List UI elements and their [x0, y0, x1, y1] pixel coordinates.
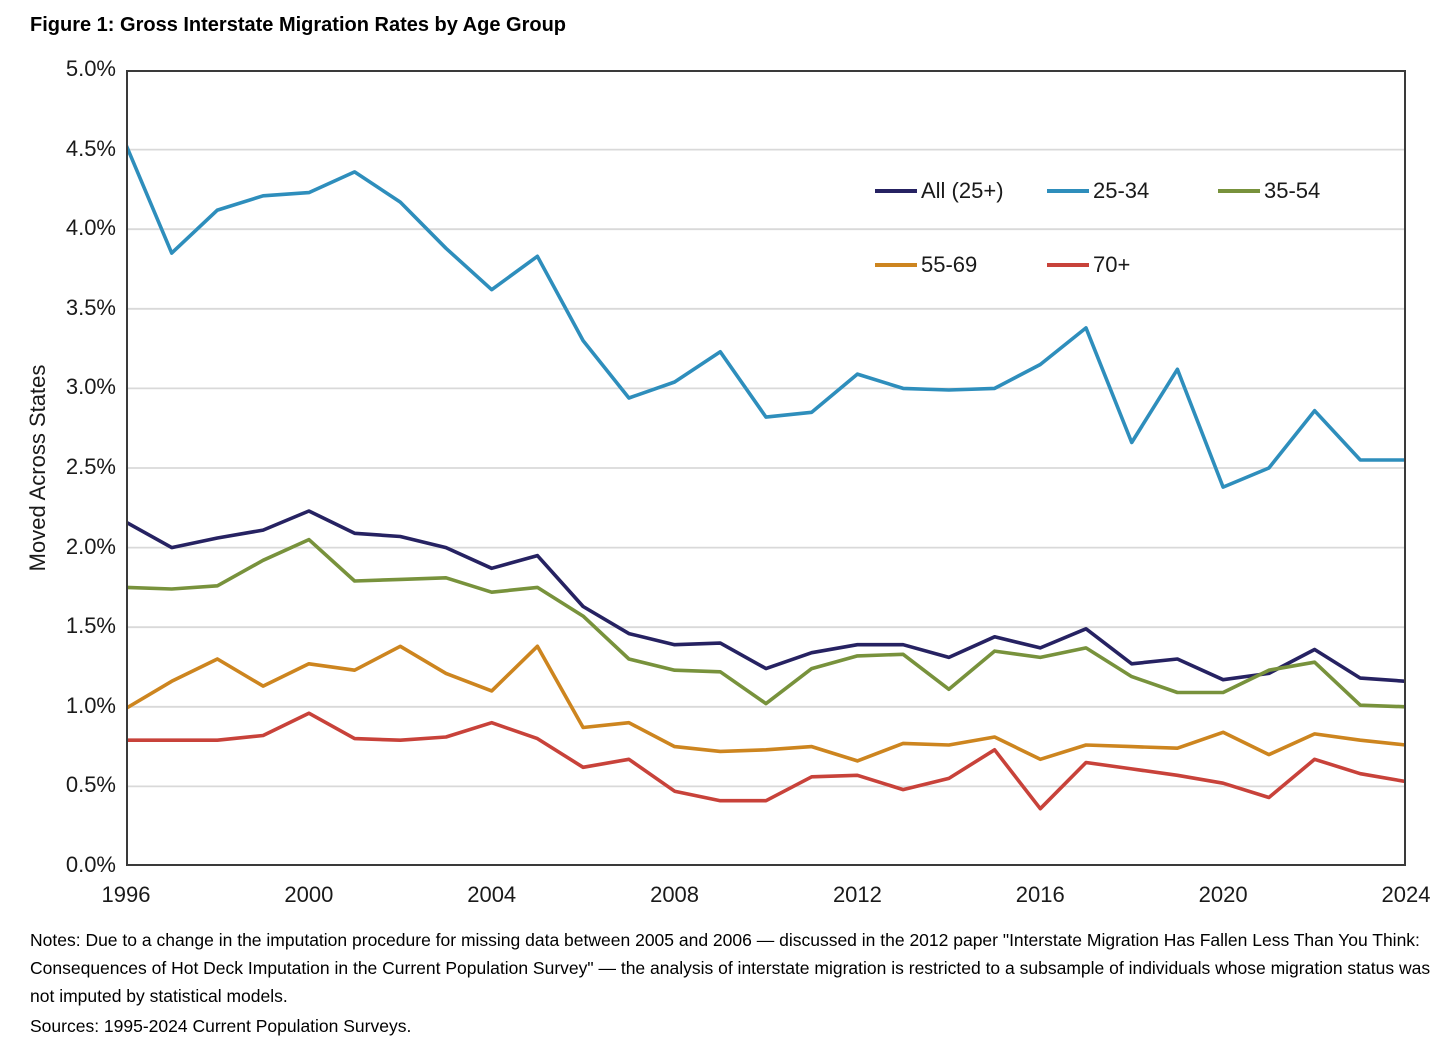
y-tick-label: 1.0% [65, 692, 116, 718]
legend-line-swatch [1047, 189, 1089, 193]
y-tick-label: 0.5% [65, 772, 116, 798]
legend-line-swatch [1218, 189, 1260, 193]
series-line-35-54 [126, 537, 1406, 709]
x-tick-label: 2000 [284, 882, 334, 907]
y-tick-label: 4.5% [65, 135, 116, 161]
y-tick-label: 4.0% [65, 215, 116, 241]
series-line-all-25+- [126, 509, 1406, 684]
figure-notes: Notes: Due to a change in the imputation… [30, 930, 1431, 1006]
y-tick-label: 2.0% [65, 533, 116, 559]
legend-line-swatch [875, 189, 917, 193]
legend-item-70+: 70+ [1047, 252, 1130, 278]
x-tick-label: 2008 [650, 882, 700, 907]
figure-sources: Sources: 1995-2024 Current Population Su… [30, 1016, 412, 1036]
legend-label: 70+ [1093, 252, 1131, 277]
figure-title: Figure 1: Gross Interstate Migration Rat… [30, 14, 567, 36]
line-chart-plot [126, 70, 1406, 866]
legend-label: 35-54 [1264, 178, 1321, 203]
legend-item-55-69: 55-69 [875, 252, 977, 278]
legend-item-35-54: 35-54 [1218, 178, 1320, 204]
y-tick-label: 1.5% [65, 613, 116, 639]
x-tick-label: 2020 [1198, 882, 1248, 907]
x-tick-label: 1996 [101, 882, 151, 907]
x-tick-label: 2004 [467, 882, 517, 907]
legend-label: All (25+) [921, 178, 1004, 203]
y-tick-label: 0.0% [65, 852, 116, 877]
series-line-55-69 [126, 644, 1406, 763]
x-tick-label: 2012 [832, 882, 882, 907]
series-line-25-34 [126, 143, 1406, 489]
legend-item-25-34: 25-34 [1047, 178, 1149, 204]
series-line-70+ [126, 711, 1406, 811]
x-tick-label: 2024 [1381, 882, 1431, 907]
legend-line-swatch [875, 263, 917, 267]
y-tick-label: 3.0% [65, 374, 116, 400]
y-tick-label: 5.0% [65, 56, 116, 81]
legend-line-swatch [1047, 263, 1089, 267]
legend-item-all-25+-: All (25+) [875, 178, 1004, 204]
legend-label: 25-34 [1093, 178, 1150, 203]
legend-label: 55-69 [921, 252, 978, 277]
y-tick-label: 2.5% [65, 454, 116, 479]
x-tick-label: 2016 [1015, 882, 1065, 907]
y-tick-label: 3.5% [65, 294, 116, 320]
